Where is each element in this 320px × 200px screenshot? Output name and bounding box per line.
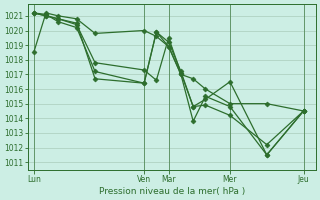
X-axis label: Pression niveau de la mer( hPa ): Pression niveau de la mer( hPa ) [99, 187, 245, 196]
